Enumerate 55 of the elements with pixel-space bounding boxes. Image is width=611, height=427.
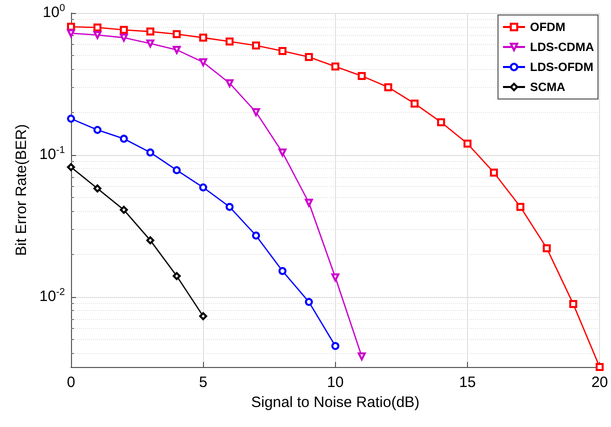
point <box>278 46 286 55</box>
point <box>252 42 260 50</box>
point <box>146 28 154 36</box>
point <box>304 298 313 306</box>
x-tick-label: 0 <box>66 374 76 391</box>
point <box>384 83 392 92</box>
point <box>304 52 313 61</box>
point <box>93 184 102 192</box>
point <box>199 34 208 42</box>
point <box>93 126 102 134</box>
x-tick-label: 10 <box>326 374 344 391</box>
x-tick-label: 5 <box>198 374 208 391</box>
point <box>569 300 578 308</box>
legend-label: OFDM <box>530 20 566 34</box>
point <box>146 236 154 244</box>
point <box>252 108 260 116</box>
legend-label: LDS-CDMA <box>530 40 594 54</box>
point <box>331 342 340 350</box>
point <box>199 58 208 66</box>
point <box>120 206 128 214</box>
point <box>226 202 234 211</box>
point <box>120 34 128 42</box>
point <box>120 26 128 34</box>
y-axis-title: Bit Error Rate(BER) <box>13 124 30 256</box>
point <box>437 118 446 126</box>
point <box>67 114 75 123</box>
y-tick-label: 10$^{-1}$ <box>39 144 65 164</box>
point <box>120 134 128 143</box>
x-axis-title: Signal to Noise Ratio(dB) <box>251 394 420 411</box>
point <box>542 244 551 252</box>
x-tick-label: 20 <box>591 374 608 391</box>
x-tick-label: 15 <box>459 374 476 391</box>
point <box>490 168 498 177</box>
point <box>226 37 234 46</box>
legend-label: SCMA <box>530 80 566 94</box>
point <box>463 140 472 148</box>
point <box>172 272 181 280</box>
point <box>304 198 313 207</box>
point <box>516 202 524 211</box>
y-tick-label: 10$^{0}$ <box>42 3 65 22</box>
legend-label: LDS-OFDM <box>530 60 594 74</box>
point <box>226 79 234 88</box>
point <box>67 163 75 172</box>
point <box>331 62 340 70</box>
point <box>358 72 366 80</box>
point <box>172 166 181 174</box>
point <box>410 100 419 108</box>
point <box>172 30 181 38</box>
point <box>199 183 208 192</box>
point <box>252 232 260 240</box>
point <box>93 24 102 32</box>
point <box>146 148 154 156</box>
point <box>199 312 208 320</box>
y-tick-label: 10$^{-2}$ <box>39 286 65 306</box>
point <box>278 266 286 275</box>
